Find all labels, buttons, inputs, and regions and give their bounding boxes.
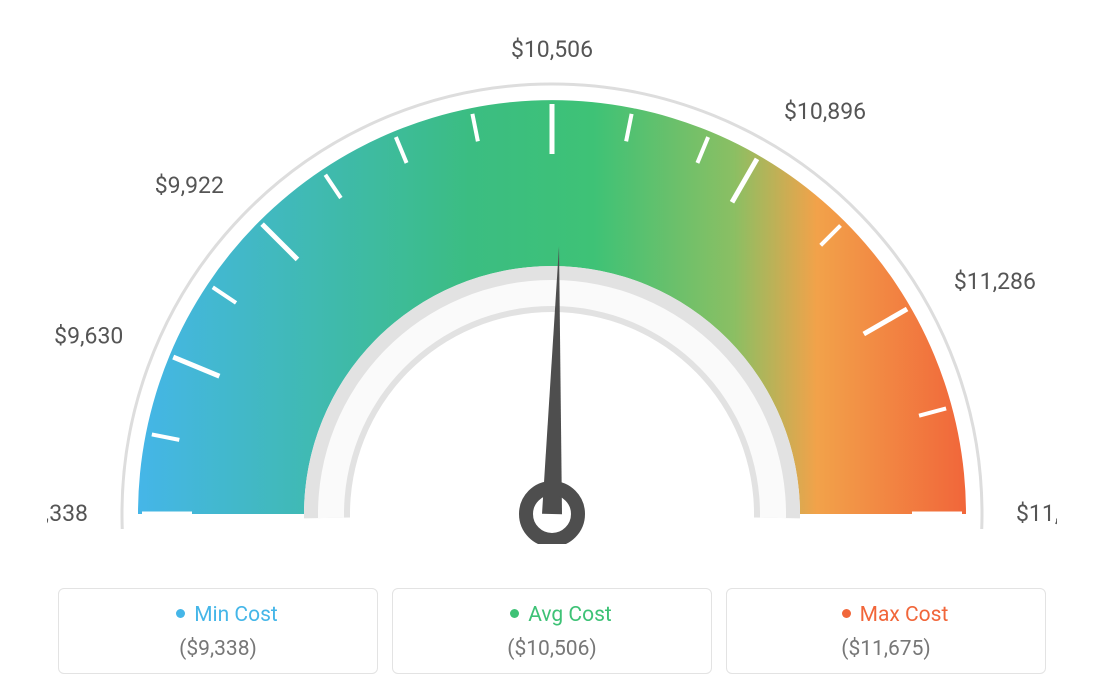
tick-label: $11,675 [1016,500,1057,527]
tick-label: $9,922 [155,172,224,199]
legend-row: Min Cost ($9,338) Avg Cost ($10,506) Max Cos… [52,588,1052,674]
legend-label: Avg Cost [411,603,693,627]
legend-label: Max Cost [745,603,1027,627]
legend-dot-icon [176,609,185,618]
tick-label: $10,506 [511,36,593,63]
gauge-container: $9,338 $9,630 $9,922 $10,506 $10,896 $11,286 $… [47,24,1057,544]
tick-label: $11,286 [954,268,1036,295]
tick-label: $9,338 [47,500,88,527]
legend-label: Min Cost [77,603,359,627]
tick-label: $9,630 [54,322,123,349]
legend-value: ($11,675) [745,637,1027,661]
legend-value: ($9,338) [77,637,359,661]
legend-value: ($10,506) [411,637,693,661]
gauge-svg: $9,338 $9,630 $9,922 $10,506 $10,896 $11,286 $… [47,24,1057,544]
legend-card-max: Max Cost ($11,675) [726,588,1046,674]
legend-dot-icon [842,609,851,618]
legend-card-avg: Avg Cost ($10,506) [392,588,712,674]
legend-card-min: Min Cost ($9,338) [58,588,378,674]
tick-label: $10,896 [784,98,866,125]
legend-dot-icon [510,609,519,618]
